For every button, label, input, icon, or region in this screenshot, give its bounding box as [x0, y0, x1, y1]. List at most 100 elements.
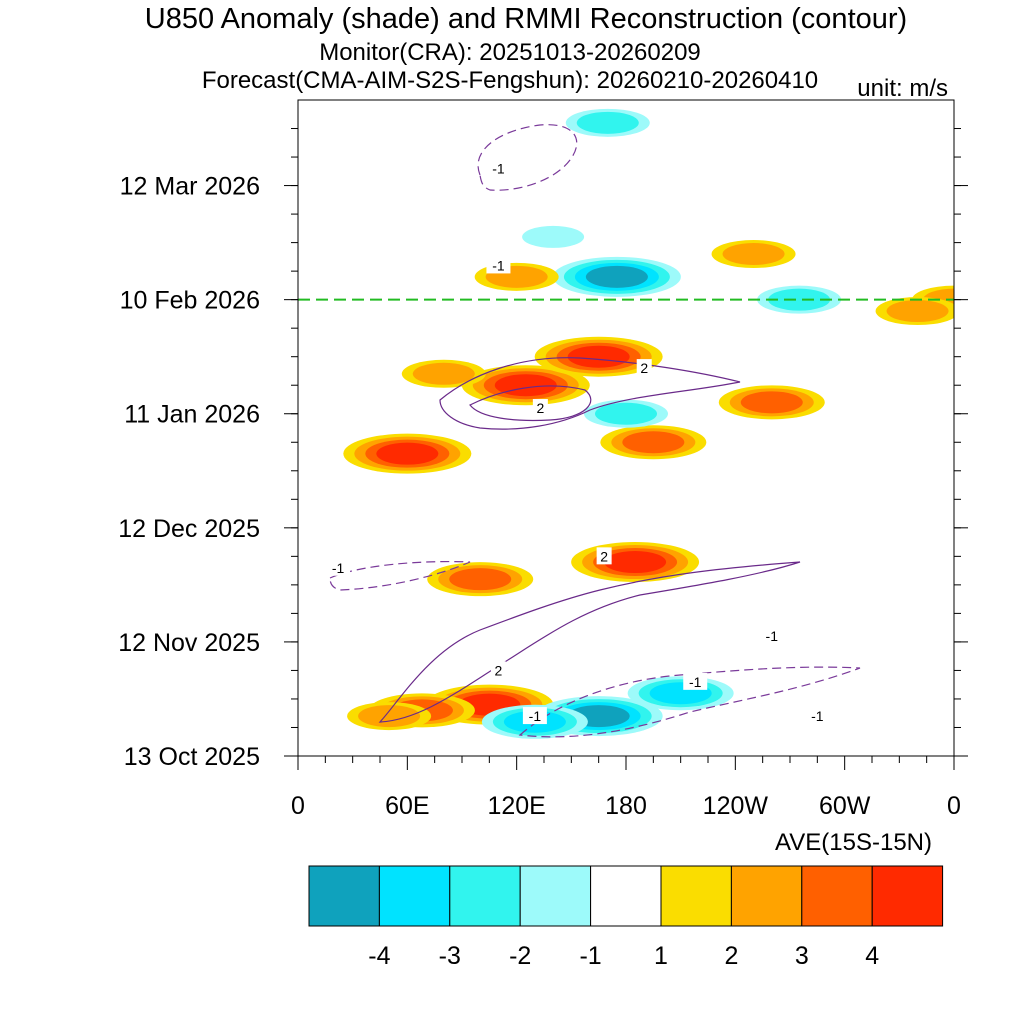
contour-label-text: 2: [536, 400, 544, 416]
contour-label: -1: [522, 707, 547, 725]
anomaly-blob: [718, 385, 825, 420]
colorbar-label: 4: [865, 942, 879, 970]
anomaly-shading: [343, 108, 954, 739]
y-tick-label: 12 Dec 2025: [118, 515, 260, 543]
contour-label-box: [759, 627, 784, 645]
anomaly-blob: [522, 225, 585, 248]
contour-label-text: -1: [492, 257, 505, 273]
x-tick-label: 120E: [487, 792, 545, 820]
anomaly-blob: [711, 240, 796, 269]
contour-label: 2: [596, 547, 612, 565]
colorbar-label: 2: [724, 942, 738, 970]
anomaly-blob-level: [585, 265, 648, 288]
anomaly-blob-level: [768, 288, 831, 311]
y-axis: 13 Oct 2025 12 Nov 2025 12 Dec 2025 11 Jan …: [118, 128, 968, 771]
x-tick-label: 0: [947, 792, 961, 820]
anomaly-blob: [627, 676, 734, 711]
chart-subtitle-forecast: Forecast(CMA-AIM-S2S-Fengshun): 20260210…: [202, 67, 818, 94]
contour-label: -1: [759, 627, 784, 645]
contour-label-box: [805, 707, 830, 725]
contour-label-box: [486, 256, 511, 274]
colorbar-label: 1: [654, 942, 668, 970]
contour-label-text: 2: [640, 360, 648, 376]
plot-area: 2 2 2 2 -1 -1 -1 -1 -1 -1 -1: [298, 108, 954, 739]
x-tick-label: 60W: [819, 792, 871, 820]
contour-label-box: [532, 399, 548, 417]
contour-label-box: [326, 558, 351, 576]
contour-label-text: -1: [332, 560, 345, 576]
anomaly-blob: [600, 425, 707, 460]
x-tick-label: 180: [605, 792, 647, 820]
anomaly-blob-level: [740, 391, 803, 414]
x-tick-label: 120W: [703, 792, 769, 820]
anomaly-blob: [875, 297, 954, 326]
anomaly-blob: [347, 702, 432, 731]
anomaly-blob-level: [595, 402, 657, 425]
colorbar-swatch: [730, 865, 803, 927]
colorbar-swatch: [590, 865, 662, 927]
contour-label: -1: [683, 672, 708, 690]
contour-label-text: -1: [811, 708, 824, 724]
contour-positive-winter: [439, 357, 741, 430]
x-tick-label: 60E: [385, 792, 429, 820]
contour-label: 2: [490, 661, 506, 679]
y-tick-label: 11 Jan 2026: [124, 401, 260, 429]
anomaly-blob-level: [576, 111, 639, 134]
y-tick-label: 12 Mar 2026: [120, 173, 260, 201]
colorbar-swatch: [449, 865, 521, 927]
anomaly-blob-level: [604, 551, 667, 574]
contour-label-text: 2: [495, 662, 503, 678]
contour-negative-top: [477, 124, 578, 191]
contour-label-text: -1: [689, 674, 702, 690]
contour-negative-autumn: [518, 666, 861, 738]
y-tick-label: 13 Oct 2025: [124, 743, 260, 771]
anomaly-blob: [401, 359, 486, 388]
colorbar-swatch: [378, 865, 451, 927]
contour-label-text: 2: [600, 548, 608, 564]
chart-title: U850 Anomaly (shade) and RMMI Reconstruc…: [145, 3, 907, 35]
contour-label-text: -1: [766, 628, 779, 644]
anomaly-blob-level: [622, 431, 685, 454]
colorbar-label: -2: [509, 942, 531, 970]
contour-label: 2: [636, 359, 652, 377]
anomaly-blob: [565, 108, 650, 137]
anomaly-blob-level: [358, 705, 421, 728]
contour-label-text: -1: [529, 708, 542, 724]
colorbar-swatch: [519, 865, 592, 927]
colorbar-label: -3: [439, 942, 461, 970]
anomaly-blob-level: [494, 374, 557, 397]
x-axis: 0 60E 120E 180 120W 60W 0: [291, 756, 961, 820]
contour-label-box: [683, 672, 708, 690]
colorbar-label: -4: [368, 942, 390, 970]
contour-positive-inner: [469, 385, 592, 422]
contour-label: 2: [532, 399, 548, 417]
anomaly-blob-level: [522, 225, 585, 248]
anomaly-blob-level: [376, 442, 439, 465]
rmmi-contours: 2 2 2 2 -1 -1 -1 -1 -1 -1 -1: [326, 124, 861, 738]
colorbar-swatch: [801, 865, 873, 927]
colorbar: -4 -3 -2 -1 1 2 3 4: [308, 865, 944, 970]
contour-label-box: [522, 707, 547, 725]
anomaly-blob: [757, 285, 842, 314]
anomaly-blob-level: [449, 568, 512, 591]
contour-label-text: -1: [492, 160, 505, 176]
chart-subtitle-monitor: Monitor(CRA): 20251013-20260209: [319, 39, 701, 66]
anomaly-blob: [571, 542, 700, 583]
contour-label-box: [490, 661, 506, 679]
colorbar-swatch: [660, 865, 732, 927]
contour-label: -1: [805, 707, 830, 725]
contour-negative-west: [329, 560, 471, 591]
y-tick-label: 12 Nov 2025: [118, 629, 260, 657]
anomaly-blob-level: [722, 243, 785, 266]
contour-label: -1: [486, 256, 511, 274]
x-tick-label: 0: [291, 792, 305, 820]
contour-label: -1: [486, 159, 511, 177]
anomaly-blob: [343, 433, 472, 474]
colorbar-swatch: [308, 865, 380, 927]
contour-label: -1: [326, 558, 351, 576]
anomaly-blob-level: [567, 345, 630, 368]
anomaly-blob: [534, 336, 663, 377]
contour-label-box: [486, 159, 511, 177]
anomaly-blob: [584, 399, 668, 428]
